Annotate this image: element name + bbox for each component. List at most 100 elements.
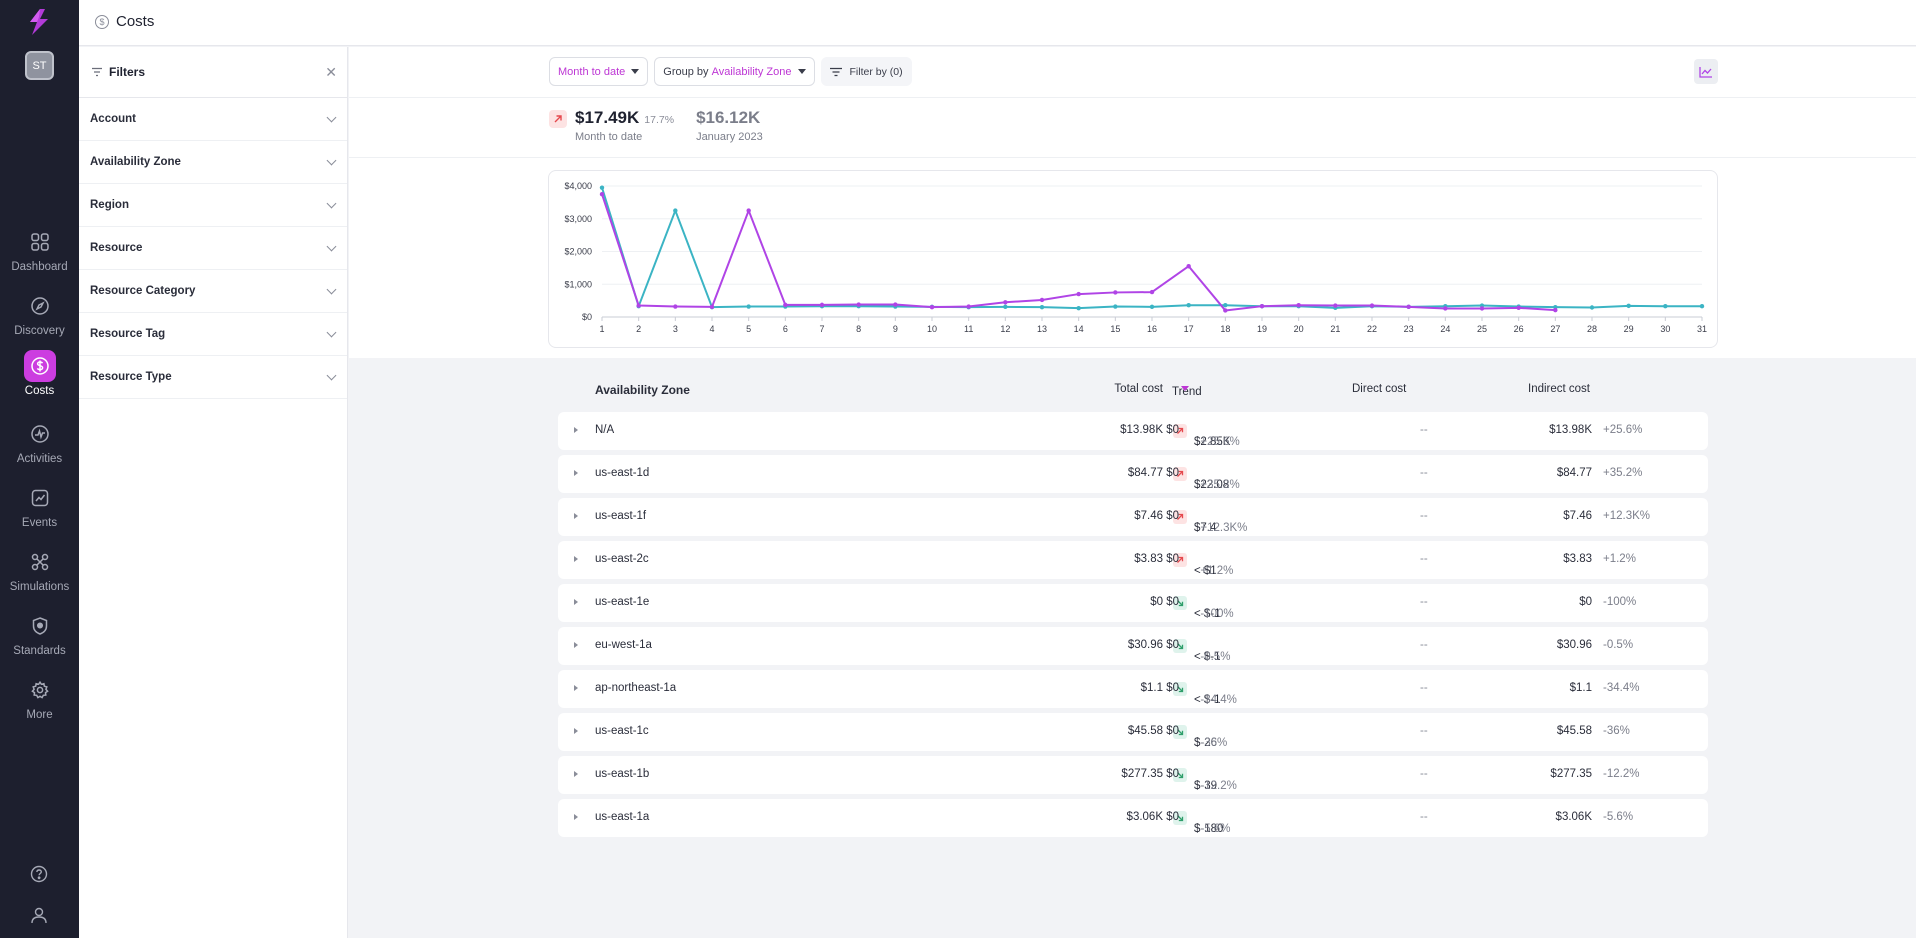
expand-icon[interactable]	[574, 814, 578, 820]
table-row[interactable]: us-east-2c $3.83 < $1 +1.2% $0 -- $3.83 +1.2%	[558, 541, 1708, 579]
nav-discovery[interactable]: Discovery	[0, 290, 79, 337]
header-availability-zone[interactable]: Availability Zone	[595, 383, 690, 397]
table-row[interactable]: us-east-1d $84.77 $22.08 +35.2% $0 -- $84.77 +…	[558, 455, 1708, 493]
nav-activities[interactable]: Activities	[0, 418, 79, 465]
filter-by-label: Filter by (0)	[849, 65, 903, 78]
x-tick-label: 6	[783, 324, 788, 334]
group-by-dropdown[interactable]: Group by Availability Zone	[654, 57, 815, 86]
table-row[interactable]: ap-northeast-1a $1.1 < $-1 -34.4% $0 -- $1.1-…	[558, 670, 1708, 708]
facet-region[interactable]: Region	[79, 184, 347, 227]
filter-by-button[interactable]: Filter by (0)	[820, 57, 912, 86]
total-cost: $7.46	[1134, 510, 1163, 522]
facet-resource[interactable]: Resource	[79, 227, 347, 270]
header-total-cost[interactable]: Total cost	[1114, 383, 1163, 395]
total-cost: $0	[1150, 596, 1163, 608]
data-point	[599, 191, 605, 197]
data-point	[746, 304, 751, 309]
data-point	[709, 304, 715, 310]
help-icon[interactable]	[27, 862, 51, 886]
expand-icon[interactable]	[574, 728, 578, 734]
trend-value: $2.85K +25.6%	[1194, 424, 1240, 448]
table-row[interactable]: us-east-1e $0 < $-1 -100% $0 -- $0 -100%	[558, 584, 1708, 622]
dashboard-icon	[24, 226, 56, 258]
facet-label: Resource Tag	[90, 328, 166, 340]
direct-cost: $0	[1166, 596, 1179, 608]
page-title-text: Costs	[116, 13, 155, 30]
nav-events[interactable]: Events	[0, 482, 79, 529]
trend-value: $-39 -12.2%	[1194, 768, 1237, 792]
expand-icon[interactable]	[574, 685, 578, 691]
table-row[interactable]: us-east-1a $3.06K $-180 -5.6% $0 -- $3.06K -5.…	[558, 799, 1708, 837]
close-icon[interactable]: ✕	[325, 63, 337, 80]
indirect-cost-pct: +12.3K%	[1603, 510, 1650, 522]
expand-icon[interactable]	[574, 599, 578, 605]
expand-icon[interactable]	[574, 771, 578, 777]
facet-resource-category[interactable]: Resource Category	[79, 270, 347, 313]
header-indirect-cost[interactable]: Indirect cost	[1528, 383, 1590, 395]
expand-icon[interactable]	[574, 470, 578, 476]
expand-icon[interactable]	[574, 642, 578, 648]
nav-standards[interactable]: Standards	[0, 610, 79, 657]
table-row[interactable]: us-east-1f $7.46 $7.4 +12.3K% $0 -- $7.46 +12.…	[558, 498, 1708, 536]
chart-toggle-button[interactable]	[1694, 59, 1718, 84]
indirect-cost: $45.58	[1556, 725, 1592, 737]
data-point	[1516, 305, 1521, 311]
data-point	[893, 302, 898, 307]
table-row[interactable]: N/A $13.98K $2.85K +25.6% $0 -- $13.98K +25.6%	[558, 412, 1708, 450]
data-point	[966, 304, 971, 309]
facet-label: Region	[90, 199, 129, 211]
period-dropdown[interactable]: Month to date	[549, 57, 649, 86]
data-point	[673, 208, 678, 213]
toolbar: Month to date Group by Availability Zone…	[549, 57, 912, 86]
data-point	[1039, 297, 1045, 303]
trend-pct: -34.4%	[1200, 694, 1237, 706]
caret-down-icon	[631, 69, 640, 74]
data-point	[1699, 303, 1705, 309]
data-point	[1369, 303, 1375, 308]
expand-icon[interactable]	[574, 556, 578, 562]
current-cost-pct: 17.7%	[644, 114, 675, 126]
x-tick-label: 16	[1147, 324, 1157, 334]
nav-label: Standards	[13, 645, 66, 657]
trend-value: $-180 -5.6%	[1194, 811, 1230, 835]
table-row[interactable]: us-east-1b $277.35 $-39 -12.2% $0 -- $277.35-…	[558, 756, 1708, 794]
table-row[interactable]: us-east-1c $45.58 $-26 -36% $0 -- $45.58 -36%	[558, 713, 1708, 751]
trend-value: < $-1 -0.5%	[1194, 639, 1230, 663]
chevron-down-icon	[326, 198, 337, 208]
total-cost: $3.06K	[1126, 811, 1163, 823]
nav-costs[interactable]: Costs	[0, 350, 79, 397]
total-cost: $13.98K	[1120, 424, 1163, 436]
header-direct-cost[interactable]: Direct cost	[1352, 383, 1407, 395]
nav-dashboard[interactable]: Dashboard	[0, 226, 79, 273]
cost-summary: $17.49K 17.7% Month to date $16.12K Janua…	[549, 108, 763, 143]
direct-cost: $0	[1166, 725, 1179, 737]
expand-icon[interactable]	[574, 513, 578, 519]
divider	[349, 157, 1916, 158]
trend-pct: +35.2%	[1200, 479, 1240, 491]
x-tick-label: 13	[1037, 324, 1047, 334]
indirect-cost-pct: -5.6%	[1603, 811, 1634, 823]
data-point	[1076, 291, 1081, 297]
indirect-cost: $1.1	[1569, 682, 1592, 694]
previous-cost-label: January 2023	[696, 131, 763, 143]
facet-label: Resource Category	[90, 285, 196, 297]
previous-cost: $16.12K January 2023	[696, 108, 763, 143]
chevron-down-icon	[326, 370, 337, 380]
nav-more[interactable]: More	[0, 674, 79, 721]
chevron-down-icon	[326, 155, 337, 165]
facet-resource-type[interactable]: Resource Type	[79, 356, 347, 399]
indirect-cost: $3.83	[1563, 553, 1592, 565]
logo-icon[interactable]	[26, 8, 52, 36]
user-profile-icon[interactable]	[27, 903, 51, 927]
page-title: $ Costs	[95, 13, 154, 30]
nav-simulations[interactable]: Simulations	[0, 546, 79, 593]
facet-resource-tag[interactable]: Resource Tag	[79, 313, 347, 356]
data-point	[1626, 303, 1631, 309]
facet-availability-zone[interactable]: Availability Zone	[79, 141, 347, 184]
table-row[interactable]: eu-west-1a $30.96 < $-1 -0.5% $0 -- $30.96 -0.…	[558, 627, 1708, 665]
facet-account[interactable]: Account	[79, 98, 347, 141]
data-point	[599, 185, 605, 190]
user-avatar[interactable]: ST	[25, 51, 54, 80]
expand-icon[interactable]	[574, 427, 578, 433]
zone-name: us-east-1e	[595, 596, 650, 608]
